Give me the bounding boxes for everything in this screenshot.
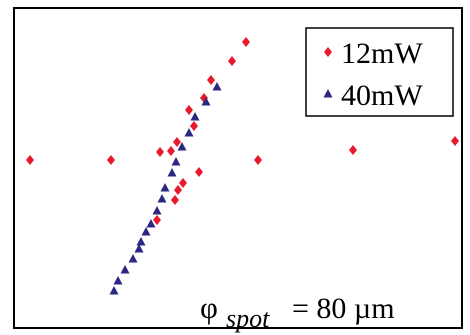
point-40mw-0 (212, 82, 222, 91)
point-40mw-17 (109, 286, 119, 295)
point-12mw-2 (156, 147, 164, 157)
point-12mw-18 (153, 215, 161, 225)
annotation-phi-symbol: φ (200, 290, 218, 325)
spot-size-annotation: φ spot = 80 µm (200, 290, 395, 333)
point-12mw-10 (185, 105, 193, 115)
point-12mw-12 (173, 137, 181, 147)
point-12mw-6 (242, 37, 250, 47)
point-12mw-5 (451, 136, 459, 146)
point-40mw-15 (120, 265, 130, 274)
point-12mw-15 (179, 178, 187, 188)
point-40mw-16 (113, 276, 123, 285)
point-12mw-17 (171, 195, 179, 205)
point-40mw-12 (136, 237, 146, 246)
point-12mw-16 (174, 185, 182, 195)
annotation-value: = 80 µm (292, 292, 395, 325)
point-12mw-4 (349, 145, 357, 155)
point-40mw-10 (146, 219, 156, 228)
legend-box (305, 27, 454, 117)
legend-marker-40mw (323, 89, 333, 98)
point-12mw-8 (207, 75, 215, 85)
point-40mw-7 (160, 183, 170, 192)
point-12mw-14 (195, 167, 203, 177)
point-12mw-0 (26, 155, 34, 165)
point-40mw-6 (167, 168, 177, 177)
point-40mw-3 (184, 128, 194, 137)
annotation-subscript: spot (226, 304, 270, 333)
point-12mw-7 (228, 56, 236, 66)
legend: 12mW 40mW (305, 27, 454, 117)
legend-marker-12mw (324, 47, 332, 57)
point-40mw-9 (152, 206, 162, 215)
point-40mw-11 (141, 227, 151, 236)
point-40mw-1 (201, 97, 211, 106)
legend-label-40mw: 40mW (341, 79, 423, 112)
point-40mw-2 (190, 112, 200, 121)
legend-label-12mw: 12mW (341, 37, 423, 70)
point-40mw-4 (177, 142, 187, 151)
point-40mw-14 (128, 254, 138, 263)
point-12mw-13 (167, 146, 175, 156)
point-40mw-5 (171, 157, 181, 166)
point-40mw-8 (157, 194, 167, 203)
point-12mw-11 (190, 121, 198, 131)
data-marks (26, 37, 459, 295)
point-12mw-1 (107, 155, 115, 165)
point-40mw-13 (134, 244, 144, 253)
legend-markers (323, 47, 333, 98)
point-12mw-3 (254, 155, 262, 165)
